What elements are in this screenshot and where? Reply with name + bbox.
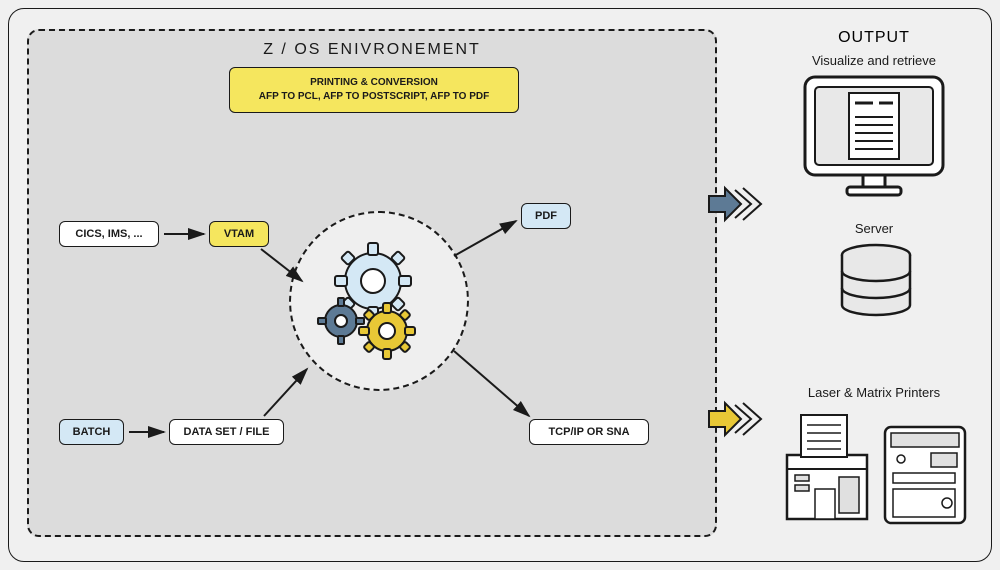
inner-arrows (29, 31, 719, 539)
server-label: Server (769, 221, 979, 236)
visualize-label: Visualize and retrieve (769, 53, 979, 68)
output-title: OUTPUT (769, 29, 979, 47)
monitor-icon (799, 71, 949, 201)
server-icon (837, 243, 915, 323)
printers-label: Laser & Matrix Printers (769, 385, 979, 400)
printers-icon (781, 407, 981, 537)
diagram-frame: Z / OS ENIVRONEMENT PRINTING & CONVERSIO… (8, 8, 992, 562)
zos-environment-box: Z / OS ENIVRONEMENT PRINTING & CONVERSIO… (27, 29, 717, 537)
arrow-to-printers (707, 399, 767, 439)
arrow-to-visualize (707, 184, 767, 224)
